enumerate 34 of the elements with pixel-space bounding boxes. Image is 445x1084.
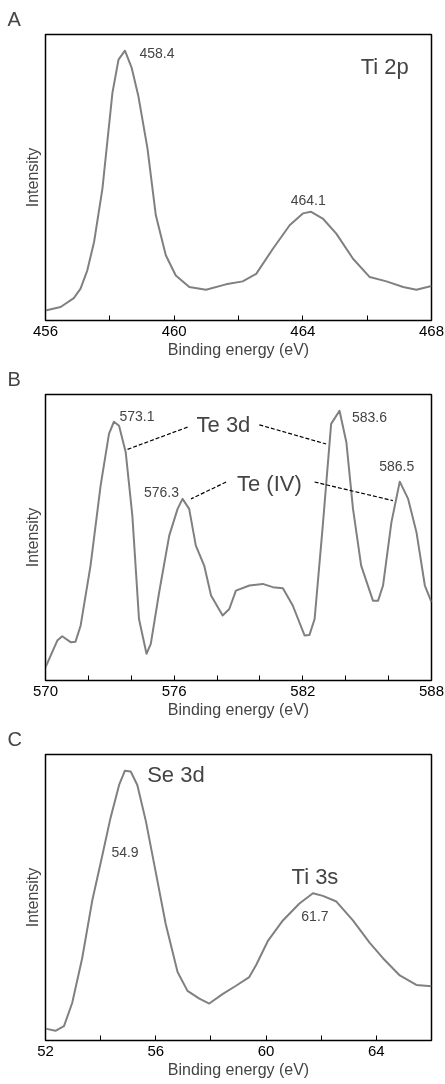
chart-title: C	[7, 727, 22, 750]
annotation: 576.3	[144, 483, 180, 500]
x-tick-label: 588	[418, 681, 445, 699]
x-tick-label: 64	[368, 1041, 385, 1059]
y-axis-title: Intensity	[23, 507, 41, 568]
x-tick-label: 582	[290, 681, 316, 699]
x-tick-label: 576	[161, 681, 187, 699]
x-tick-label: 60	[257, 1041, 275, 1059]
annotation: 61.7	[301, 908, 329, 925]
annotation: 54.9	[111, 844, 139, 861]
x-tick-label: 52	[37, 1041, 54, 1059]
annotation: Se 3d	[147, 762, 205, 788]
y-axis-title: Intensity	[23, 147, 41, 208]
x-tick-label: 468	[418, 321, 445, 339]
x-tick-label: 56	[147, 1041, 165, 1059]
annotation: Te (IV)	[236, 471, 302, 497]
x-tick-label: 570	[32, 681, 59, 699]
annotation: 464.1	[290, 191, 326, 208]
x-axis-title: Binding energy (eV)	[167, 340, 310, 358]
x-axis-title: Binding energy (eV)	[167, 700, 310, 718]
y-axis-title: Intensity	[23, 867, 41, 928]
annotation: 586.5	[379, 457, 415, 474]
x-tick-label: 456	[32, 321, 59, 339]
chart-title: A	[7, 7, 22, 30]
annotation: Te 3d	[196, 412, 251, 438]
x-axis-title: Binding energy (eV)	[167, 1060, 310, 1078]
x-tick-label: 460	[161, 321, 187, 339]
annotation: 583.6	[351, 408, 388, 425]
annotation: Ti 2p	[360, 54, 409, 80]
x-tick-label: 464	[290, 321, 316, 339]
annotation: 573.1	[119, 407, 155, 424]
annotation: Ti 3s	[291, 863, 339, 889]
chart-title: B	[7, 367, 21, 390]
annotation: 458.4	[139, 44, 175, 61]
